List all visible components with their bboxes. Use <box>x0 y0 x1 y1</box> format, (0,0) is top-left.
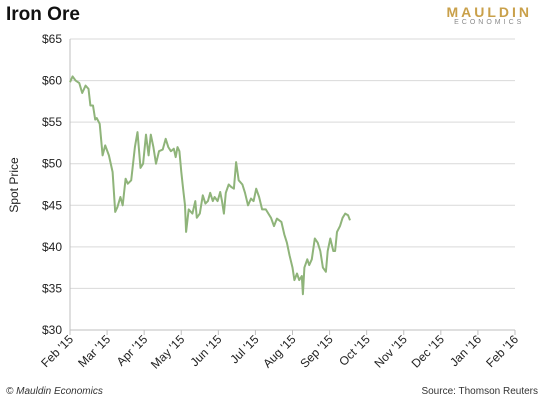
x-tick-label: Jan '16 <box>447 332 484 369</box>
x-tick-label: Oct '15 <box>336 332 373 369</box>
source-text: Source: Thomson Reuters <box>421 386 538 397</box>
series-line <box>69 75 351 296</box>
y-tick-label: $55 <box>42 115 62 129</box>
x-tick-label: Feb '16 <box>483 332 521 370</box>
y-tick-label: $50 <box>42 157 62 171</box>
x-tick-label: May '15 <box>148 332 188 372</box>
y-tick-label: $65 <box>42 32 62 46</box>
y-tick-label: $35 <box>42 281 62 295</box>
brand-logo-sub: ECONOMICS <box>454 19 525 26</box>
y-tick-label: $40 <box>42 240 62 254</box>
series <box>69 75 351 296</box>
x-tick-label: Jul '15 <box>227 332 261 366</box>
y-tick-label: $45 <box>42 198 62 212</box>
x-tick-label: Feb '15 <box>38 332 76 370</box>
x-tick-label: Apr '15 <box>114 332 151 369</box>
x-tick-label: Jun '15 <box>187 332 224 369</box>
y-tick-labels: $30 $35 $40 $45 $50 $55 $60 $65 <box>42 32 62 337</box>
brand-logo-main: MAULDIN <box>446 4 532 20</box>
x-tick-label: Mar '15 <box>75 332 113 370</box>
x-tick-label: Nov '15 <box>371 332 410 371</box>
x-tick-label: Dec '15 <box>409 332 448 371</box>
x-tick-label: Sep '15 <box>297 332 336 371</box>
axes <box>69 39 516 335</box>
x-tick-label: Aug '15 <box>260 332 299 371</box>
brand-logo: MAULDIN ECONOMICS <box>446 4 532 26</box>
chart-title: Iron Ore <box>6 4 80 25</box>
y-axis-label: Spot Price <box>7 157 21 213</box>
y-tick-label: $30 <box>42 323 62 337</box>
y-tick-label: $60 <box>42 74 62 88</box>
copyright-text: © Mauldin Economics <box>6 386 103 397</box>
grid-lines <box>70 38 515 331</box>
